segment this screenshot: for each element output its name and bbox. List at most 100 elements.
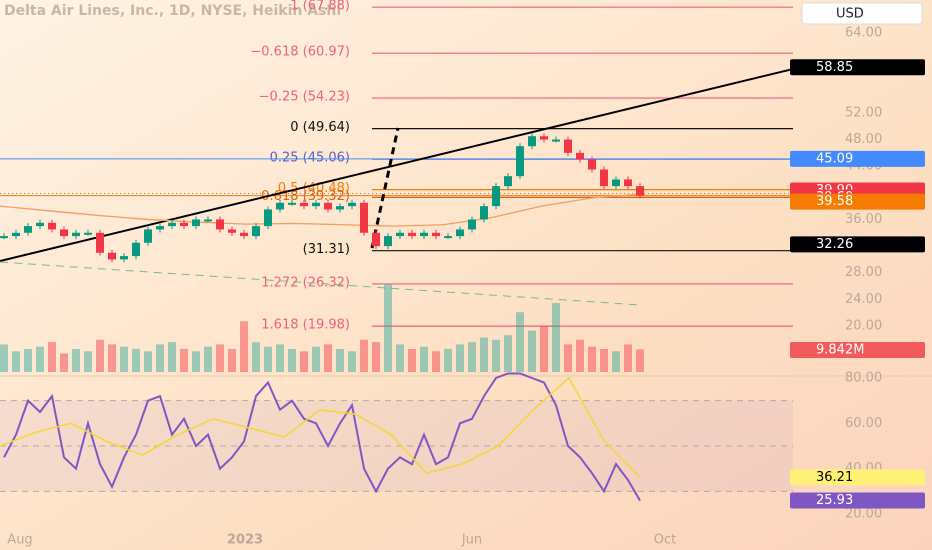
candle [240, 232, 248, 237]
volume-bar [84, 351, 92, 372]
price-badge [790, 342, 925, 358]
x-tick-label: Oct [654, 533, 676, 548]
candle [60, 229, 68, 237]
trend-line [0, 66, 801, 262]
volume-bar [204, 346, 212, 372]
candle [492, 186, 500, 207]
volume-bar [108, 344, 116, 372]
volume-bar [228, 349, 236, 372]
volume-bar [72, 349, 80, 372]
x-tick-label: Jun [461, 533, 482, 548]
volume-bar [276, 344, 284, 372]
volume-bar [432, 351, 440, 372]
price-tick-label: 20.00 [845, 319, 882, 334]
candle [120, 256, 128, 260]
volume-bar [612, 351, 620, 372]
candle [456, 229, 464, 237]
fib-label: 0.25 (45.06) [270, 151, 350, 166]
volume-bar [456, 344, 464, 372]
fib-label: 1 (67.88) [290, 0, 350, 14]
candle [204, 219, 212, 222]
candle [180, 222, 188, 227]
volume-bar [600, 349, 608, 372]
candle [144, 229, 152, 243]
volume-bar [504, 335, 512, 372]
candle [504, 176, 512, 187]
candle [96, 232, 104, 253]
price-badge [790, 492, 925, 509]
volume-bar [324, 344, 332, 372]
volume-bar [12, 351, 20, 372]
price-tick-label: 48.00 [845, 132, 882, 147]
price-badge-label: 58.85 [816, 60, 853, 75]
price-tick-label: 36.00 [845, 212, 882, 227]
volume-bar [96, 339, 104, 372]
fib-label: 1.272 (26.32) [261, 275, 350, 290]
currency-label[interactable]: USD [836, 7, 864, 22]
volume-bar [252, 342, 260, 372]
candle [12, 232, 20, 237]
volume-bar [444, 349, 452, 372]
rsi-tick-label: 20.00 [845, 507, 882, 522]
fib-label: 0.5 (40.48) [278, 181, 350, 196]
fib-label: −0.25 (54.23) [259, 90, 350, 105]
price-tick-label: 52.00 [845, 105, 882, 120]
candle [72, 232, 80, 237]
volume-bar [180, 349, 188, 372]
volume-bar [300, 351, 308, 372]
rsi-tick-label: 80.00 [845, 371, 882, 386]
candle [612, 179, 620, 187]
volume-bar [480, 337, 488, 372]
candle [420, 232, 428, 237]
volume-bar [516, 312, 524, 372]
price-badge-label: 9.842M [816, 343, 864, 358]
candle [276, 202, 284, 210]
volume-bar [552, 303, 560, 372]
candle [132, 242, 140, 257]
volume-bar [408, 349, 416, 372]
volume-bar [468, 342, 476, 372]
price-tick-label: 64.00 [845, 26, 882, 41]
volume-bar [288, 349, 296, 372]
candle [288, 202, 296, 205]
currency-button[interactable] [801, 2, 923, 25]
volume-bar [24, 349, 32, 372]
candle [84, 232, 92, 235]
candle [624, 179, 632, 187]
candle [300, 202, 308, 207]
fib-label: 1.618 (19.98) [261, 318, 350, 333]
volume-bar [588, 346, 596, 372]
price-tick-label: 24.00 [845, 292, 882, 307]
candle [168, 222, 176, 227]
price-badge [790, 469, 925, 486]
fib-label: 0.618 (39.32) [261, 189, 350, 204]
volume-bar [168, 342, 176, 372]
volume-bar [360, 339, 368, 372]
volume-bar [420, 346, 428, 372]
price-tick-label: 28.00 [845, 265, 882, 280]
candle [564, 139, 572, 153]
volume-bar [156, 344, 164, 372]
volume-bar [192, 351, 200, 372]
candle [480, 206, 488, 220]
volume-bar [0, 344, 8, 372]
price-badge-label: 39.58 [816, 194, 853, 209]
volume-bar [264, 346, 272, 372]
fib-label: −0.618 (60.97) [250, 45, 350, 60]
fib-label: 0 (49.64) [290, 120, 350, 135]
price-badge-label: 32.26 [816, 237, 853, 252]
volume-bar [384, 284, 392, 372]
candle [516, 146, 524, 177]
volume-bar [132, 349, 140, 372]
volume-bar [348, 351, 356, 372]
volume-bar [576, 339, 584, 372]
candle [528, 136, 536, 147]
candle [384, 236, 392, 247]
volume-bar [636, 349, 644, 372]
volume-bar [240, 321, 248, 372]
candle [444, 236, 452, 239]
price-badge [790, 193, 925, 210]
candle [312, 202, 320, 207]
candle [588, 159, 596, 170]
